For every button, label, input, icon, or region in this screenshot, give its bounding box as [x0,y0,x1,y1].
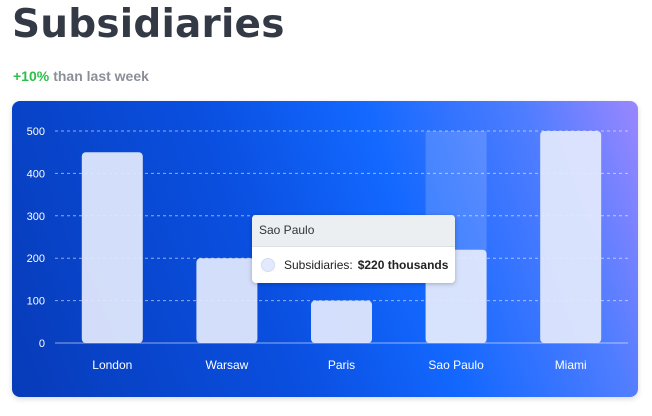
tooltip-series-marker [261,258,275,272]
tooltip-value: $220 thousands [357,258,449,272]
tooltip-series-label: Subsidiaries: [284,258,353,272]
bar[interactable] [540,131,602,343]
bar[interactable] [311,300,372,343]
chart-card: 0 100 200 300 400 500 London Warsaw Paris Sao Pau… [12,101,638,397]
x-tick-label: Miami [555,358,587,372]
y-tick-label: 400 [27,168,45,180]
bar[interactable] [81,152,143,343]
tooltip-title: Sao Paulo [252,215,455,247]
y-tick-label: 200 [27,253,45,265]
weekly-change: +10% than last week [13,68,149,84]
y-tick-label: 300 [27,211,45,223]
bar[interactable] [196,258,258,343]
page-title: Subsidiaries [12,2,285,47]
x-tick-label: Paris [328,358,355,372]
y-tick-label: 500 [27,126,45,138]
x-tick-label: Warsaw [205,358,248,372]
y-tick-label: 100 [27,296,45,308]
x-tick-label: London [92,358,132,372]
change-percent: +10% [13,68,50,84]
chart-tooltip: Sao Paulo Subsidiaries: $220 thousands [252,215,455,283]
y-tick-label: 0 [39,338,45,350]
tooltip-body: Subsidiaries: $220 thousands [252,247,455,283]
change-text: than last week [53,68,149,84]
x-tick-label: Sao Paulo [428,358,484,372]
